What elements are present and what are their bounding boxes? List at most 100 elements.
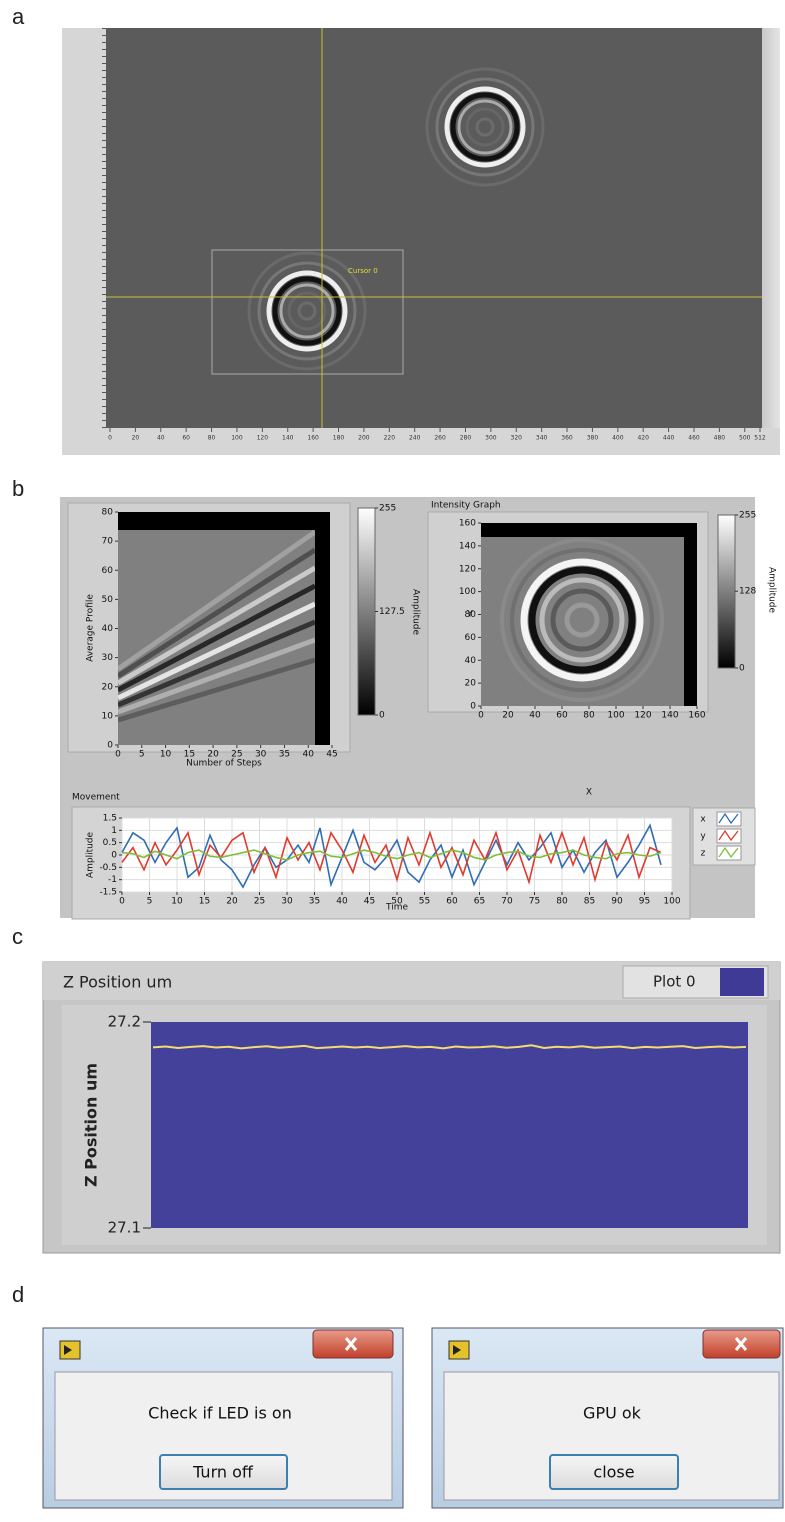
panel-d: Check if LED is on Turn off GPU ok close [43, 1328, 783, 1508]
colorbar-tick-label: 255 [379, 504, 396, 514]
x-tick-label: 90 [611, 897, 623, 907]
y-tick-label: 120 [459, 564, 476, 574]
x-tick-label: 480 [714, 435, 726, 442]
y-tick-label: -1 [108, 875, 117, 885]
dialog: GPU ok close [432, 1328, 783, 1508]
button-label[interactable]: Turn off [192, 1463, 254, 1482]
x-tick-label: 0 [108, 435, 112, 442]
x-tick-label: 320 [511, 435, 523, 442]
x-tick-label: 100 [231, 435, 243, 442]
y-tick-label: 1.5 [103, 814, 117, 824]
x-tick-label: 25 [254, 897, 265, 907]
colorbar-tick-label: 0 [379, 711, 385, 721]
y-tick-label: 50 [102, 595, 114, 605]
y-axis-label: Amplitude [86, 831, 96, 878]
x-tick-label: 512 [754, 435, 766, 442]
x-tick-label: 260 [434, 435, 446, 442]
x-tick-label: 440 [663, 435, 675, 442]
y-tick-label: 0.5 [103, 838, 117, 848]
button-label[interactable]: close [593, 1463, 634, 1482]
x-tick-label: 180 [333, 435, 345, 442]
y-tick-label: 160 [459, 519, 476, 529]
cursor-label: Cursor 0 [348, 267, 378, 275]
x-tick-label: 40 [529, 711, 541, 721]
x-tick-label: 0 [478, 711, 484, 721]
figure: a b c d Cursor 0 Intensity Graph Average… [0, 0, 785, 1522]
x-tick-label: 40 [302, 750, 314, 760]
x-tick-label: 15 [199, 897, 210, 907]
x-tick-label: 60 [556, 711, 568, 721]
x-tick-label: 95 [639, 897, 650, 907]
y-tick-label: 10 [102, 711, 114, 721]
x-tick-label: 160 [688, 711, 705, 721]
y-tick-label: 1 [111, 826, 117, 836]
colorbar-label: Amplitude [411, 589, 421, 636]
x-tick-label: 0 [115, 750, 121, 760]
y-tick-label: -0.5 [99, 863, 117, 873]
message: GPU ok [583, 1404, 642, 1423]
colorbar [718, 515, 735, 668]
x-tick-label: 140 [661, 711, 678, 721]
legend-label: x [700, 815, 706, 825]
dialog: Check if LED is on Turn off [43, 1328, 403, 1508]
colorbar [358, 508, 375, 715]
colorbar-label: Amplitude [767, 567, 777, 614]
x-axis-label: Number of Steps [186, 759, 262, 769]
colorbar-tick-label: 128 [739, 587, 756, 597]
x-tick-label: 20 [226, 897, 238, 907]
y-tick-label: 0 [111, 851, 117, 861]
x-tick-label: 30 [255, 750, 267, 760]
x-tick-label: 25 [231, 750, 242, 760]
panel-c: Z Position um Plot 0 Z Position um 27.12… [43, 962, 780, 1253]
graph-title: Movement [72, 793, 120, 803]
x-tick-label: 10 [160, 750, 172, 760]
colorbar-tick-label: 255 [739, 511, 756, 521]
x-tick-label: 65 [474, 897, 485, 907]
y-tick-label: 40 [465, 656, 477, 666]
legend-swatch [720, 968, 764, 996]
x-tick-label: 160 [307, 435, 319, 442]
panel-label: c [12, 924, 23, 949]
x-tick-label: 45 [326, 750, 337, 760]
y-tick-label: 27.2 [108, 1013, 141, 1031]
y-tick-label: -1.5 [99, 888, 117, 898]
x-tick-label: 380 [587, 435, 599, 442]
panel-label: b [12, 476, 24, 501]
legend-label: Plot 0 [653, 973, 696, 991]
plot-area [151, 1022, 748, 1228]
panel-label: d [12, 1282, 24, 1307]
x-tick-label: 20 [502, 711, 514, 721]
x-tick-label: 240 [409, 435, 421, 442]
x-tick-label: 120 [257, 435, 269, 442]
y-axis-label: Z Position um [82, 1063, 101, 1187]
y-tick-label: 60 [102, 566, 114, 576]
x-tick-label: 20 [207, 750, 219, 760]
x-tick-label: 100 [607, 711, 624, 721]
x-tick-label: 400 [612, 435, 624, 442]
panel-b: Intensity Graph Average Profile Number o… [60, 497, 777, 919]
x-tick-label: 460 [688, 435, 700, 442]
x-axis-label: X [586, 788, 592, 798]
graph-title: Intensity Graph [431, 501, 501, 511]
x-tick-label: 80 [208, 435, 216, 442]
y-tick-label: 20 [102, 682, 114, 692]
x-tick-label: 200 [358, 435, 370, 442]
y-tick-label: 30 [102, 653, 114, 663]
x-tick-label: 300 [485, 435, 497, 442]
panel-a: Cursor 0 [62, 28, 780, 455]
y-tick-label: 80 [465, 610, 477, 620]
x-tick-label: 360 [561, 435, 573, 442]
x-tick-label: 15 [184, 750, 195, 760]
y-tick-label: 70 [102, 537, 114, 547]
x-tick-label: 20 [132, 435, 140, 442]
y-tick-label: 100 [459, 587, 476, 597]
y-tick-label: 80 [102, 508, 114, 518]
x-tick-label: 85 [584, 897, 595, 907]
x-tick-label: 30 [281, 897, 293, 907]
x-tick-label: 60 [182, 435, 190, 442]
close-window[interactable] [313, 1330, 393, 1358]
panel-label: a [12, 4, 25, 29]
y-tick-label: 0 [470, 702, 476, 712]
x-tick-label: 500 [739, 435, 751, 442]
x-tick-label: 50 [391, 897, 403, 907]
